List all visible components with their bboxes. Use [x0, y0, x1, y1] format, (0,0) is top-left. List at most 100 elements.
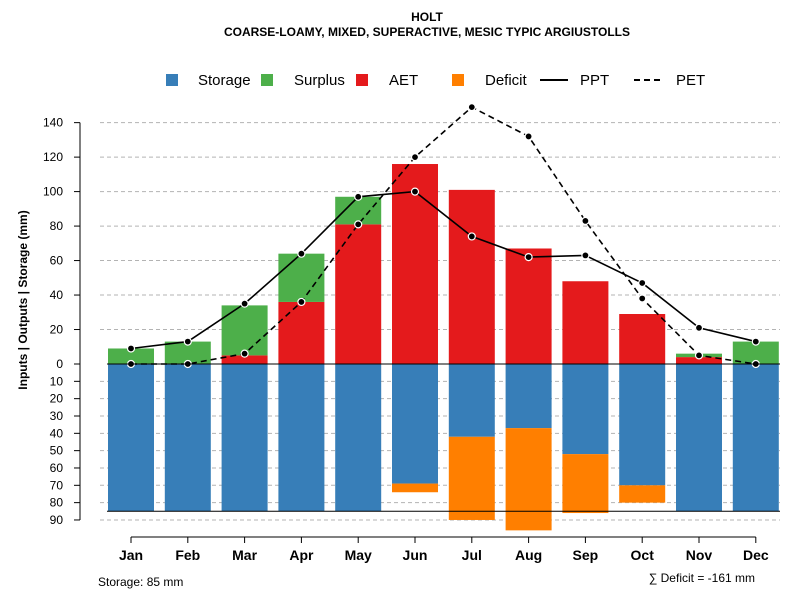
aet-bar — [448, 189, 495, 364]
y-tick-label: 50 — [50, 444, 64, 458]
ppt-point — [126, 344, 136, 353]
surplus-bar — [164, 341, 211, 364]
ppt-point — [581, 251, 590, 260]
pet-point — [354, 220, 363, 229]
aet-bar — [335, 224, 382, 364]
legend-swatch — [261, 74, 273, 86]
y-tick-label: 80 — [50, 496, 64, 510]
y-tick-label: 40 — [50, 288, 64, 302]
surplus-bar — [108, 348, 154, 364]
pet-point — [694, 351, 704, 360]
ppt-point — [183, 337, 192, 346]
y-axis-label: Inputs | Outputs | Storage (mm) — [16, 210, 30, 389]
ppt-point — [524, 253, 533, 262]
y-tick-label: 40 — [50, 426, 64, 440]
deficit-note: ∑ Deficit = -161 mm — [649, 571, 755, 585]
ppt-point — [751, 337, 760, 346]
ppt-point — [638, 278, 647, 288]
x-tick-label: Feb — [175, 547, 200, 563]
legend-swatch — [166, 74, 178, 86]
x-tick-label: Jun — [403, 547, 428, 563]
x-tick-label: Oct — [631, 547, 655, 563]
legend-label: Storage — [198, 72, 251, 89]
aet-bar — [221, 355, 268, 364]
chart-subtitle: COARSE-LOAMY, MIXED, SUPERACTIVE, MESIC … — [224, 25, 630, 39]
pet-point — [467, 103, 476, 112]
pet-point — [581, 216, 590, 226]
y-tick-label: 0 — [56, 357, 63, 371]
y-tick-label: 100 — [43, 185, 63, 199]
surplus-bar — [335, 196, 382, 225]
x-tick-label: May — [345, 547, 372, 563]
y-tick-label: 80 — [50, 219, 64, 233]
storage-bar — [335, 364, 382, 512]
x-tick-label: Aug — [515, 547, 542, 563]
x-tick-label: Dec — [743, 547, 769, 563]
storage-bar — [562, 364, 609, 455]
storage-bar — [619, 364, 666, 486]
storage-bar — [392, 364, 438, 484]
x-tick-label: Sep — [573, 547, 599, 563]
bars-group — [108, 164, 779, 531]
legend-label: Deficit — [485, 72, 528, 89]
y-tick-label: 60 — [50, 461, 64, 475]
storage-bar — [676, 364, 722, 512]
chart-legend: Storage Surplus AET Deficit PPT PET — [166, 72, 705, 89]
ppt-point — [467, 232, 476, 241]
pet-point — [638, 294, 647, 303]
surplus-bar — [732, 341, 779, 364]
y-tick-label: 140 — [43, 116, 63, 130]
x-tick-label: Jan — [119, 547, 143, 563]
pet-point — [297, 297, 306, 307]
storage-bar — [164, 364, 211, 512]
ppt-point — [354, 192, 363, 201]
y-tick-label: 90 — [50, 513, 64, 527]
axes-group: 0 20 40 60 80 100 120 140 10 20 30 40 50 60 70 80 90 Jan F… — [43, 116, 780, 563]
legend-swatch — [452, 74, 464, 86]
surplus-bar — [221, 305, 268, 356]
x-tick-label: Nov — [686, 547, 713, 563]
storage-bar — [278, 364, 325, 512]
storage-note: Storage: 85 mm — [98, 575, 183, 589]
legend-swatch — [356, 74, 368, 86]
y-tick-label: 10 — [50, 374, 64, 388]
x-tick-label: Jul — [462, 547, 482, 563]
x-tick-label: Mar — [232, 547, 257, 563]
ppt-point — [694, 323, 704, 332]
aet-bar — [619, 314, 666, 364]
ppt-point — [410, 187, 420, 196]
ppt-point — [240, 299, 249, 308]
legend-label: PET — [676, 72, 705, 89]
deficit-bar — [562, 454, 609, 514]
y-tick-label: 20 — [50, 323, 64, 337]
gridlines — [100, 122, 780, 521]
ppt-point — [297, 249, 306, 258]
deficit-bar — [619, 485, 666, 503]
aet-bar — [676, 357, 722, 364]
y-tick-label: 30 — [50, 409, 64, 423]
aet-bar — [505, 248, 552, 364]
pet-point — [410, 153, 420, 162]
aet-bar — [392, 164, 438, 364]
y-tick-label: 60 — [50, 254, 64, 268]
legend-label: Surplus — [294, 72, 345, 89]
storage-bar — [505, 364, 552, 429]
deficit-bar — [448, 436, 495, 520]
aet-bar — [278, 301, 325, 364]
pet-line — [131, 106, 756, 365]
surplus-bar — [278, 253, 325, 302]
storage-bar — [448, 364, 495, 437]
aet-bar — [562, 281, 609, 364]
deficit-bar — [505, 428, 552, 531]
ppt-line — [130, 190, 756, 350]
y-tick-label: 120 — [43, 150, 63, 164]
pet-point — [524, 132, 533, 141]
y-tick-label: 20 — [50, 392, 64, 406]
legend-label: PPT — [580, 72, 609, 89]
storage-bar — [732, 364, 779, 512]
deficit-bar — [392, 483, 438, 493]
lines-group — [126, 103, 760, 369]
storage-bar — [221, 364, 268, 512]
y-tick-label: 70 — [50, 478, 64, 492]
